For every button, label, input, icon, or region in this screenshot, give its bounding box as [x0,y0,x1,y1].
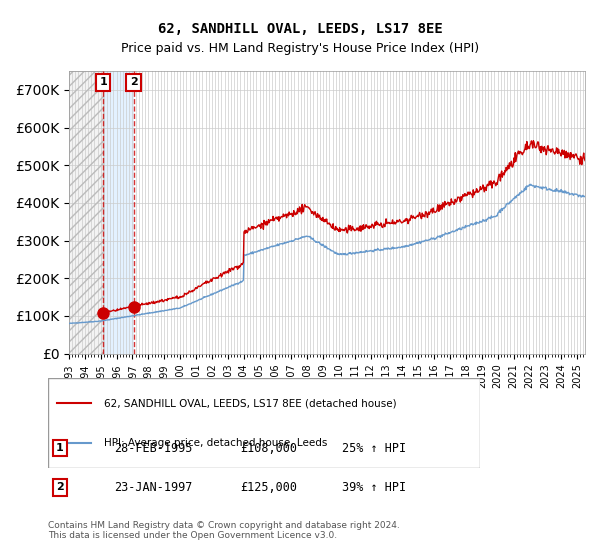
Bar [69,71,103,353]
Text: 28-FEB-1995: 28-FEB-1995 [114,441,193,455]
Text: 62, SANDHILL OVAL, LEEDS, LS17 8EE (detached house): 62, SANDHILL OVAL, LEEDS, LS17 8EE (deta… [104,398,397,408]
Text: Price paid vs. HM Land Registry's House Price Index (HPI): Price paid vs. HM Land Registry's House … [121,42,479,55]
Text: 1: 1 [99,77,107,87]
Text: £108,000: £108,000 [240,441,297,455]
Text: 1: 1 [56,443,64,453]
Text: HPI: Average price, detached house, Leeds: HPI: Average price, detached house, Leed… [104,437,328,447]
Bar [69,71,103,353]
Text: 25% ↑ HPI: 25% ↑ HPI [342,441,406,455]
Text: 39% ↑ HPI: 39% ↑ HPI [342,480,406,494]
Text: 23-JAN-1997: 23-JAN-1997 [114,480,193,494]
Bar [103,71,134,353]
Text: £125,000: £125,000 [240,480,297,494]
Text: Contains HM Land Registry data © Crown copyright and database right 2024.
This d: Contains HM Land Registry data © Crown c… [48,521,400,540]
Text: 62, SANDHILL OVAL, LEEDS, LS17 8EE: 62, SANDHILL OVAL, LEEDS, LS17 8EE [158,22,442,36]
Text: 2: 2 [56,482,64,492]
FancyBboxPatch shape [48,378,480,468]
Text: 2: 2 [130,77,137,87]
